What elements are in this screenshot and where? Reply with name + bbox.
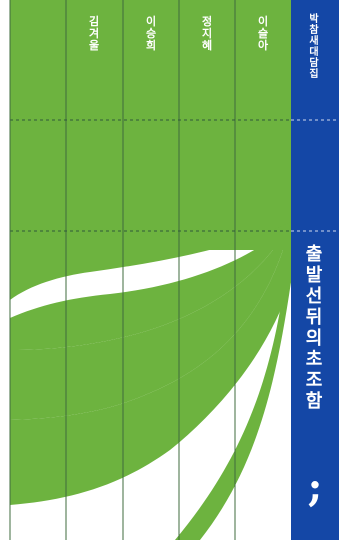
author-name-2: 이 승 희 [145, 15, 157, 52]
green-band-1 [10, 222, 291, 350]
series-label: 박 참 새 대 담 집 [309, 14, 319, 80]
book-title: 출 발 선 뒤 의 초 조 함 [305, 244, 323, 412]
blue-panel [291, 0, 339, 540]
green-band-2 [10, 222, 291, 420]
author-name-4: 이 슬 아 [257, 15, 269, 52]
author-name-3: 정 지 혜 [201, 15, 213, 52]
green-band-4 [175, 222, 291, 540]
green-band-3 [10, 222, 291, 505]
semicolon-logo: ; [307, 464, 323, 511]
author-name-1: 김 겨 울 [88, 15, 100, 52]
green-band-top [10, 222, 291, 300]
